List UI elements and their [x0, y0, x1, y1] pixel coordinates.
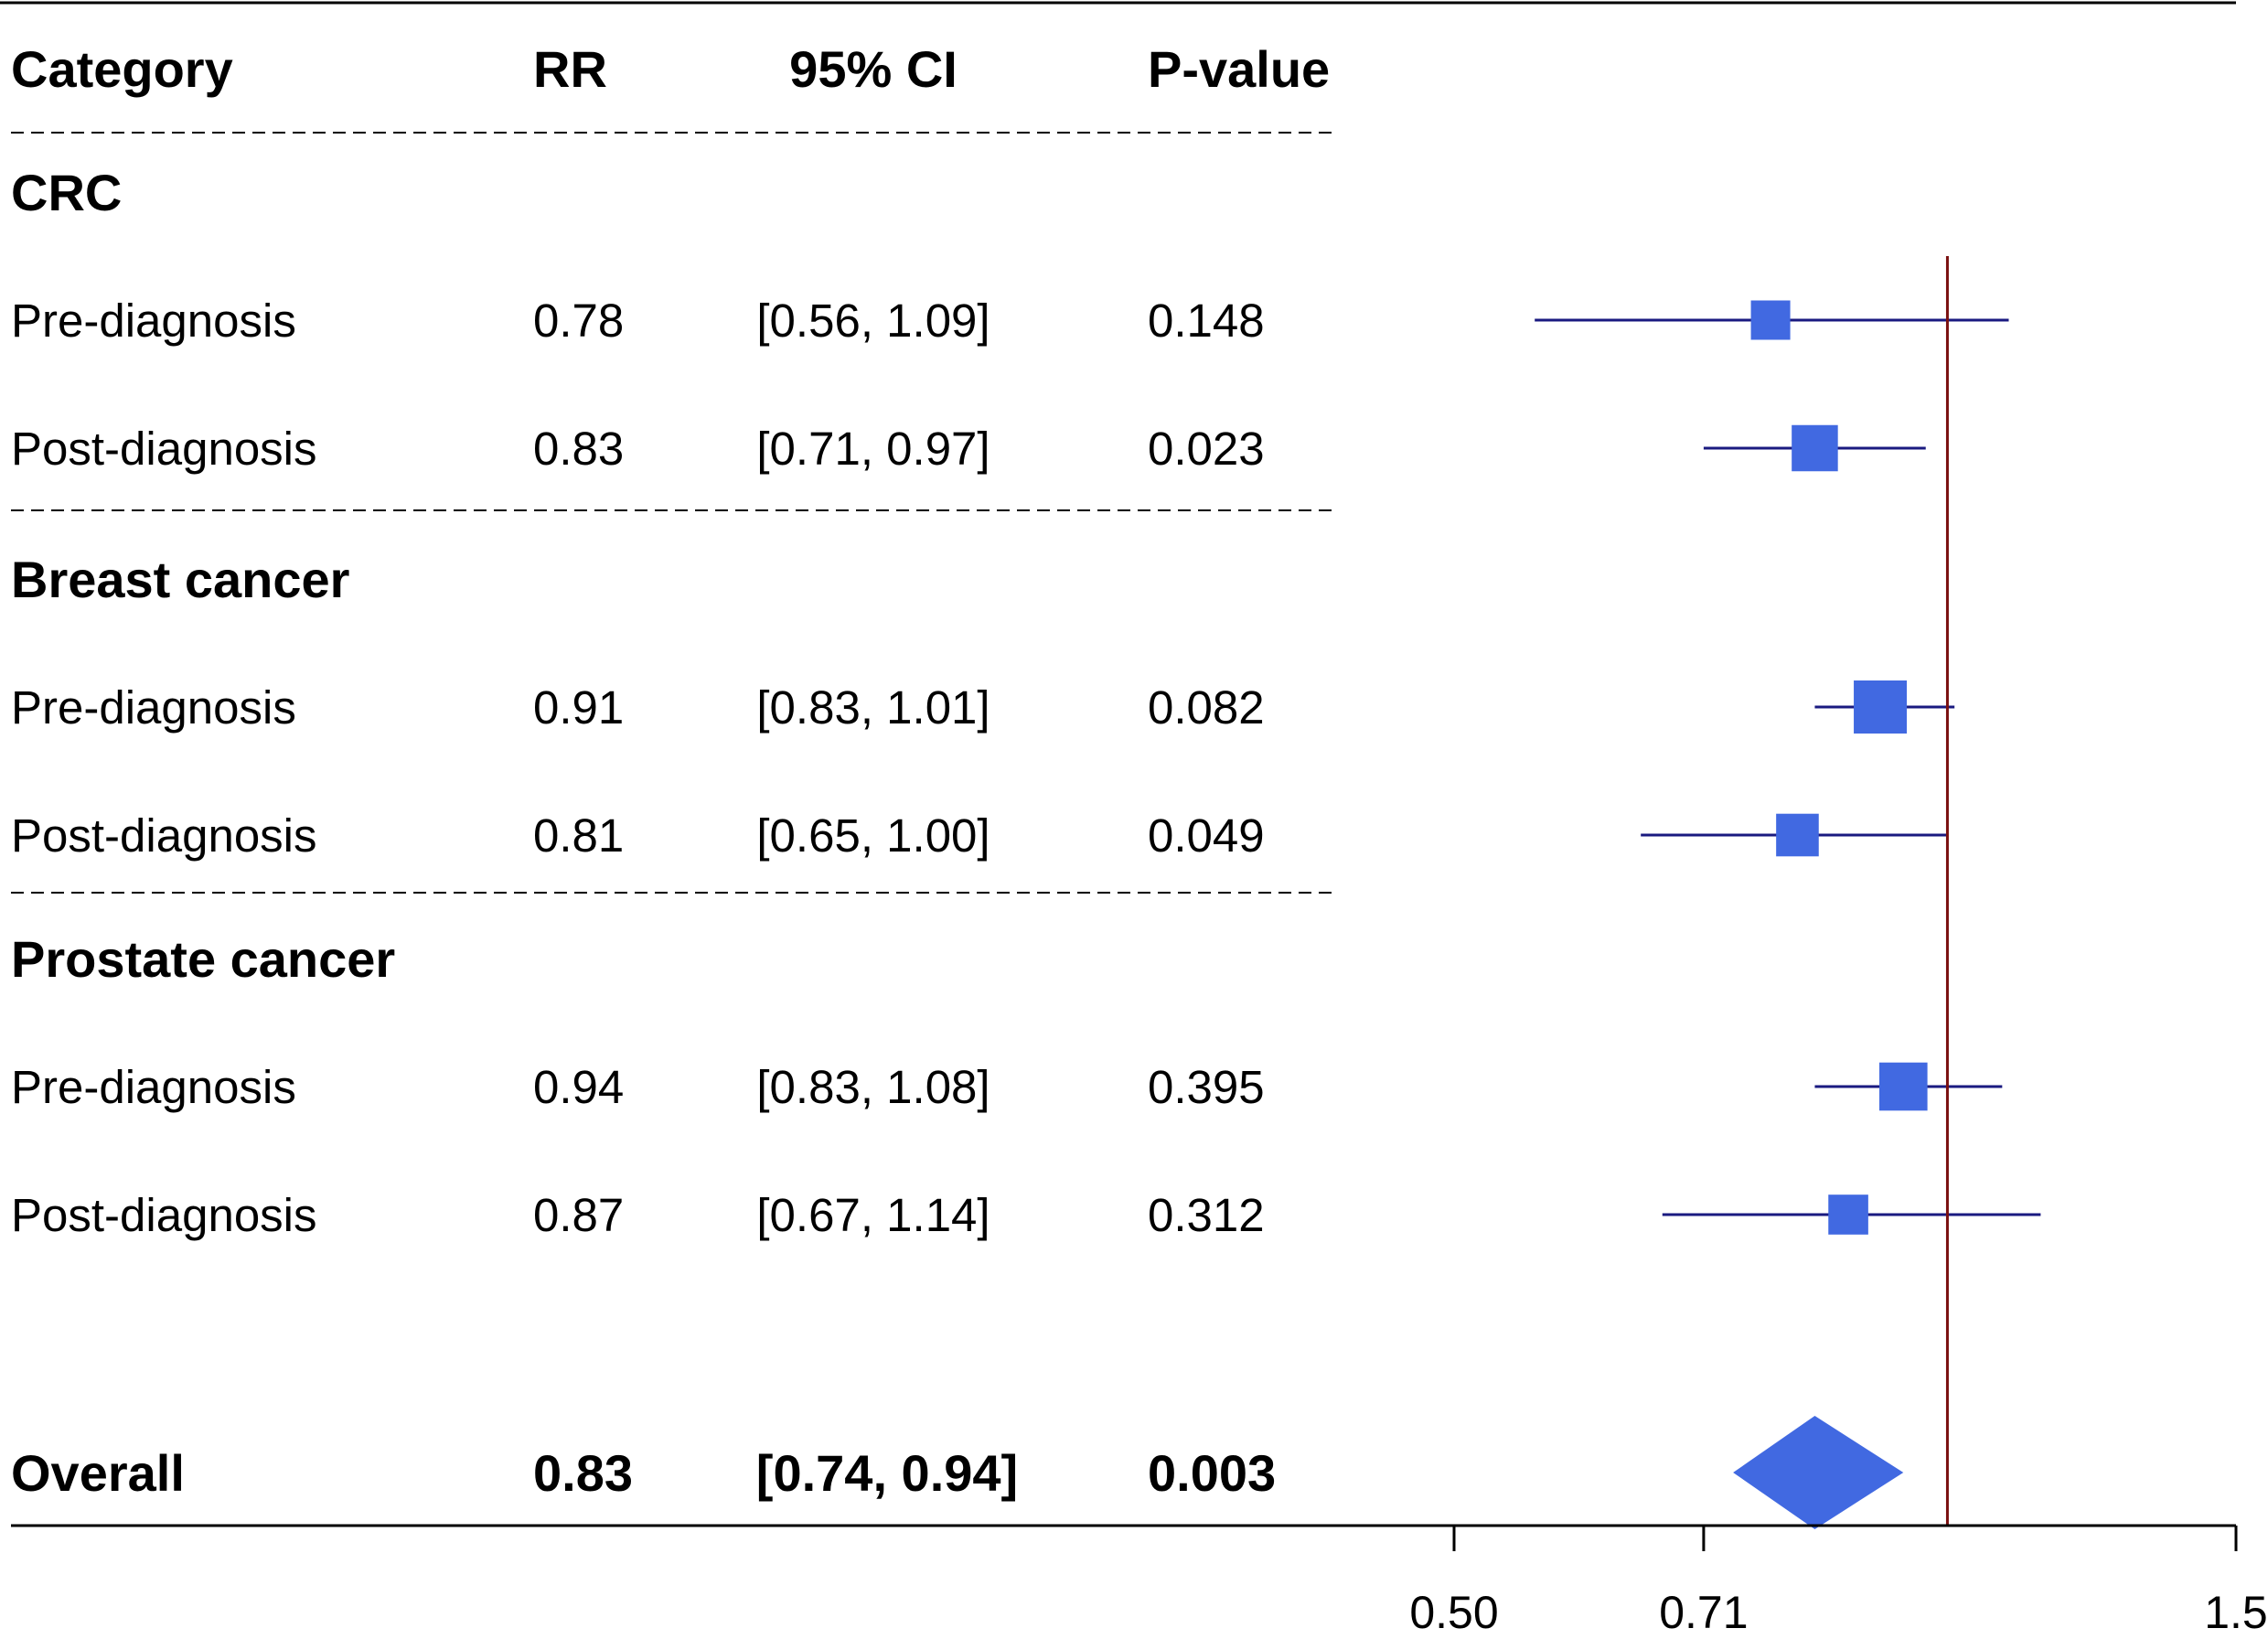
- point-estimate-marker: [1776, 813, 1819, 857]
- group-label: CRC: [11, 164, 122, 221]
- rr-value: 0.87: [533, 1189, 624, 1241]
- overall-rr: 0.83: [533, 1444, 633, 1502]
- overall-label: Overall: [11, 1444, 185, 1502]
- row-label: Pre-diagnosis: [11, 295, 296, 347]
- rr-value: 0.78: [533, 295, 624, 347]
- ci-value: [0.56, 1.09]: [756, 295, 990, 347]
- p-value: 0.023: [1148, 423, 1265, 475]
- row-label: Pre-diagnosis: [11, 1061, 296, 1113]
- point-estimate-marker: [1750, 300, 1791, 340]
- row-label: Pre-diagnosis: [11, 681, 296, 734]
- rr-value: 0.91: [533, 681, 624, 734]
- header-p-value: P-value: [1148, 40, 1330, 98]
- p-value: 0.049: [1148, 809, 1265, 862]
- rr-value: 0.83: [533, 423, 624, 475]
- rr-value: 0.94: [533, 1061, 624, 1113]
- ci-value: [0.71, 0.97]: [756, 423, 990, 475]
- point-estimate-marker: [1792, 424, 1838, 472]
- point-estimate-marker: [1828, 1194, 1868, 1235]
- overall-diamond: [1733, 1416, 1904, 1529]
- overall-p: 0.003: [1148, 1444, 1276, 1502]
- x-tick-label: 0.50: [1409, 1587, 1498, 1638]
- row-label: Post-diagnosis: [11, 1189, 317, 1241]
- row-label: Post-diagnosis: [11, 423, 317, 475]
- group-label: Prostate cancer: [11, 930, 395, 988]
- ci-value: [0.67, 1.14]: [756, 1189, 990, 1241]
- p-value: 0.312: [1148, 1189, 1265, 1241]
- point-estimate-marker: [1878, 1062, 1928, 1111]
- p-value: 0.148: [1148, 295, 1265, 347]
- p-value: 0.082: [1148, 681, 1265, 734]
- overall-ci: [0.74, 0.94]: [756, 1444, 1018, 1502]
- x-tick-label: 1.5: [2204, 1587, 2268, 1638]
- ci-value: [0.65, 1.00]: [756, 809, 990, 862]
- header-category: Category: [11, 40, 233, 98]
- point-estimate-marker: [1854, 680, 1908, 734]
- ci-value: [0.83, 1.08]: [756, 1061, 990, 1113]
- ci-value: [0.83, 1.01]: [756, 681, 990, 734]
- header-rr: RR: [533, 40, 607, 98]
- group-label: Breast cancer: [11, 551, 349, 608]
- row-label: Post-diagnosis: [11, 809, 317, 862]
- x-tick-label: 0.71: [1659, 1587, 1748, 1638]
- rr-value: 0.81: [533, 809, 624, 862]
- p-value: 0.395: [1148, 1061, 1265, 1113]
- header-ci: 95% CI: [789, 40, 957, 98]
